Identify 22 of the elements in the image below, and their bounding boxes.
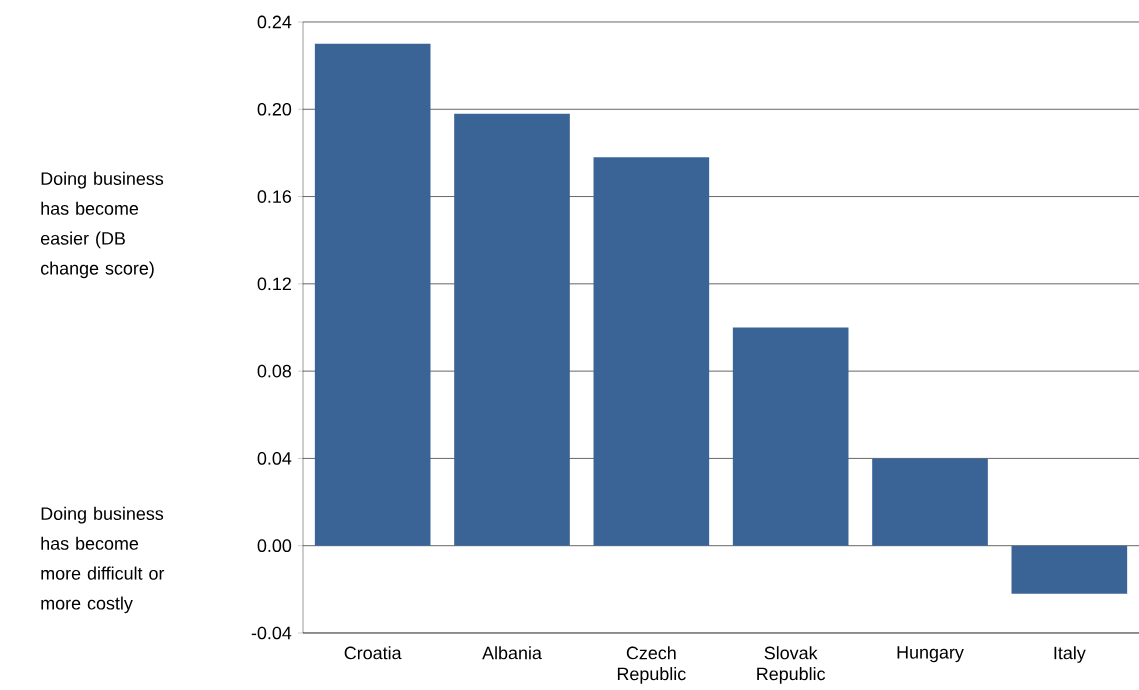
- y-tick-label: 0.12: [257, 277, 291, 291]
- x-tick-label: Slovak Republic: [757, 646, 826, 684]
- y-tick-label: 0.08: [257, 364, 292, 378]
- bar: [593, 157, 710, 546]
- bar: [454, 113, 570, 546]
- bar: [314, 43, 431, 546]
- x-tick-label: Czech Republic: [617, 646, 686, 684]
- x-tick-label: Italy: [1054, 646, 1086, 663]
- bar: [872, 458, 988, 546]
- y-tick-label: 0.04: [257, 452, 292, 465]
- y-tick-label: 0.00: [257, 539, 292, 553]
- x-tick-label: Croatia: [344, 646, 402, 660]
- x-tick-label: Hungary: [897, 646, 964, 663]
- y-tick-label: 0.24: [257, 15, 292, 29]
- y-tick-label: 0.16: [257, 190, 292, 203]
- y-tick-label: -0.04: [251, 626, 292, 640]
- text: Doing business has become easier (DB change score): [40, 171, 164, 279]
- bar: [732, 327, 849, 546]
- x-tick-label: Albania: [482, 646, 542, 660]
- bar: [1011, 545, 1128, 594]
- text: Doing business has become more difficult or more costly: [41, 506, 165, 614]
- y-tick-label: 0.20: [257, 102, 292, 116]
